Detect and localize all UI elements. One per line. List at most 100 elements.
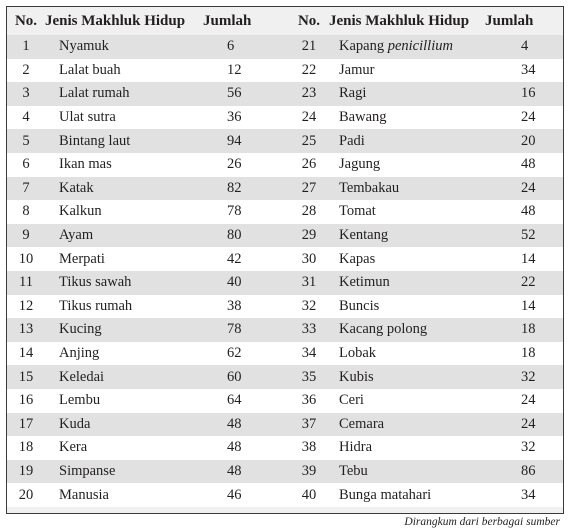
row-no-right: 27 — [301, 179, 317, 196]
row-no-left: 3 — [22, 85, 30, 102]
row-name-right: Cemara — [339, 415, 385, 432]
row-count-left: 48 — [227, 415, 242, 432]
row-no-right: 24 — [301, 109, 317, 126]
row-no-right: 29 — [301, 227, 317, 244]
row-count-right: 48 — [521, 156, 536, 173]
chromosome-table: No. Jenis Makhluk Hidup Jumlah No. Jenis… — [6, 6, 564, 514]
row-count-right: 14 — [521, 250, 536, 267]
table-row: 13 Kucing 78 33 Kacang polong 18 — [7, 318, 563, 342]
row-count-left: 12 — [227, 61, 242, 78]
row-name-right: Jamur — [339, 61, 375, 78]
table-body: 1 Nyamuk 6 21 Kapang penicillium 4 2 Lalat buah… — [7, 35, 563, 507]
table-row: 2 Lalat buah 12 22 Jamur 34 — [7, 58, 563, 83]
row-name-left: Simpanse — [59, 462, 116, 479]
row-no-left: 17 — [18, 415, 34, 432]
row-name-left: Kucing — [59, 321, 102, 338]
row-count-left: 48 — [227, 439, 242, 456]
row-count-right: 86 — [521, 462, 536, 479]
row-name-left: Ikan mas — [59, 156, 112, 173]
row-count-right: 24 — [521, 415, 536, 432]
row-count-left: 56 — [227, 85, 242, 102]
row-count-left: 60 — [227, 368, 242, 385]
table-row: 3 Lalat rumah 56 23 Ragi 16 — [7, 82, 563, 106]
table-row: 16 Lembu 64 36 Ceri 24 — [7, 388, 563, 413]
row-name-left: Bintang laut — [59, 132, 131, 149]
table-row: 11 Tikus sawah 40 31 Ketimun 22 — [7, 270, 563, 295]
row-no-right: 35 — [301, 368, 317, 385]
header-row: No. Jenis Makhluk Hidup Jumlah No. Jenis… — [7, 7, 563, 35]
row-count-left: 94 — [227, 132, 242, 149]
row-no-right: 22 — [301, 61, 317, 78]
table-row: 9 Ayam 80 29 Kentang 52 — [7, 223, 563, 248]
row-count-right: 18 — [521, 345, 536, 362]
row-no-left: 6 — [22, 156, 30, 173]
row-name-right: Buncis — [339, 297, 380, 314]
row-no-right: 38 — [301, 439, 317, 456]
row-count-left: 62 — [227, 345, 242, 362]
row-name-left: Lalat buah — [59, 61, 121, 78]
table-row: 5 Bintang laut 94 25 Padi 20 — [7, 129, 563, 153]
row-name-right: Kentang — [339, 227, 389, 244]
row-name-right: Ceri — [339, 392, 364, 409]
row-count-right: 24 — [521, 392, 536, 409]
row-no-right: 25 — [301, 132, 317, 149]
row-count-left: 42 — [227, 250, 242, 267]
row-count-left: 78 — [227, 203, 242, 220]
row-no-right: 36 — [301, 392, 317, 409]
row-no-right: 37 — [301, 415, 317, 432]
source-caption: Dirangkum dari berbagai sumber — [404, 516, 560, 528]
row-count-left: 38 — [227, 297, 242, 314]
row-no-right: 23 — [301, 85, 317, 102]
row-count-right: 16 — [521, 85, 536, 102]
row-no-right: 21 — [301, 38, 317, 55]
row-name-right-plain: Kapang — [339, 38, 385, 55]
row-name-left: Ayam — [59, 227, 94, 244]
row-count-left: 26 — [227, 156, 242, 173]
row-name-right: Padi — [339, 132, 365, 149]
row-count-right: 32 — [521, 368, 536, 385]
row-no-left: 11 — [19, 274, 33, 291]
row-count-right: 20 — [521, 132, 536, 149]
header-name-right: Jenis Makhluk Hidup — [329, 12, 470, 29]
row-no-right: 34 — [301, 345, 317, 362]
data-table: No. Jenis Makhluk Hidup Jumlah No. Jenis… — [7, 7, 563, 507]
table-row: 6 Ikan mas 26 26 Jagung 48 — [7, 152, 563, 177]
row-no-left: 1 — [22, 38, 30, 55]
header-no-right: No. — [297, 12, 321, 29]
row-no-right: 31 — [301, 274, 317, 291]
row-count-left: 82 — [227, 179, 242, 196]
row-name-right: Bawang — [339, 109, 387, 126]
row-name-right: Bunga matahari — [339, 486, 432, 503]
row-no-left: 16 — [18, 392, 34, 409]
row-name-left: Kuda — [59, 415, 91, 432]
row-name-right: Jagung — [339, 156, 381, 173]
row-no-left: 13 — [18, 321, 34, 338]
row-count-left: 64 — [227, 392, 242, 409]
row-name-left: Merpati — [59, 250, 105, 267]
row-name-right: Ragi — [339, 85, 367, 102]
row-name-right: Tembakau — [339, 179, 400, 196]
row-name-right: Hidra — [339, 439, 373, 456]
table-row: 17 Kuda 48 37 Cemara 24 — [7, 412, 563, 437]
table-row: 20 Manusia 46 40 Bunga matahari 34 — [7, 483, 563, 507]
row-name-right: Tomat — [339, 203, 376, 220]
row-count-left: 36 — [227, 109, 242, 126]
row-no-right: 30 — [301, 250, 317, 267]
header-name-left: Jenis Makhluk Hidup — [45, 12, 186, 29]
row-no-left: 8 — [22, 203, 30, 220]
row-no-left: 20 — [18, 486, 34, 503]
row-name-right: Lobak — [339, 345, 377, 362]
row-name-left: Tikus rumah — [59, 297, 133, 314]
row-name-right: Kapang penicillium — [329, 35, 483, 59]
header-count-right: Jumlah — [485, 12, 534, 29]
row-count-right: 14 — [521, 297, 536, 314]
header-count-left: Jumlah — [203, 12, 252, 29]
row-name-right: Ketimun — [339, 274, 390, 291]
table-row: 7 Katak 82 27 Tembakau 24 — [7, 176, 563, 201]
row-count-right: 48 — [521, 203, 536, 220]
row-count-left: 6 — [227, 38, 235, 55]
row-count-right: 22 — [521, 274, 536, 291]
table-row: 14 Anjing 62 34 Lobak 18 — [7, 341, 563, 366]
row-name-left: Katak — [59, 179, 94, 196]
row-no-left: 9 — [22, 227, 30, 244]
